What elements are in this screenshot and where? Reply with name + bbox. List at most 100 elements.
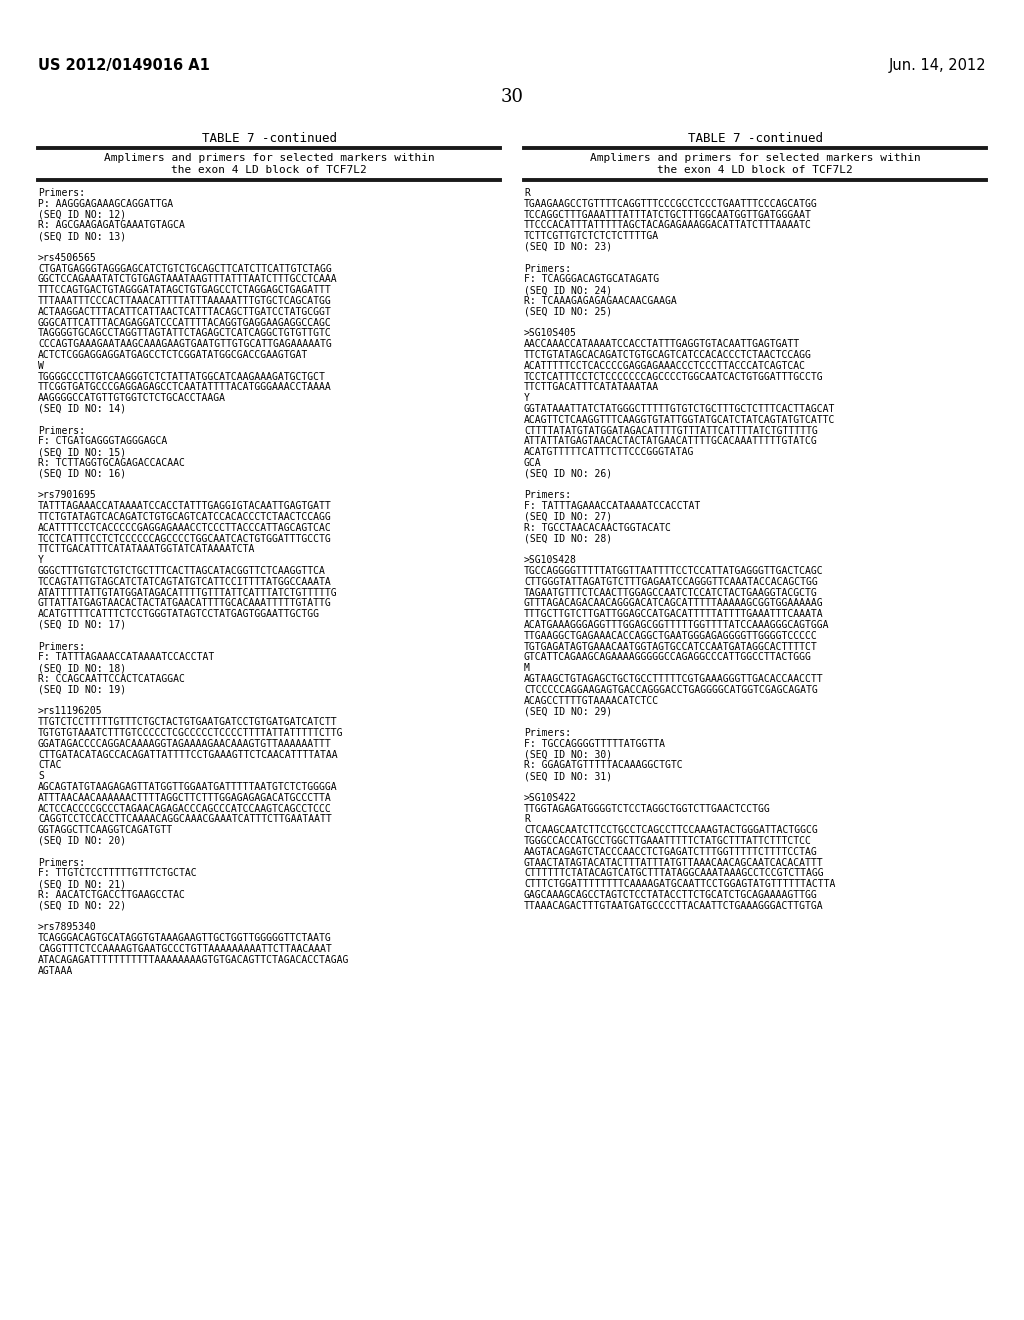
Text: GGGCTTTGTGTCTGTCTGCTTTCACTTAGCATACGGTTCTCAAGGTTCA: GGGCTTTGTGTCTGTCTGCTTTCACTTAGCATACGGTTCT…	[38, 566, 326, 576]
Text: CTTTCTGGATTTTTTTTCAAAAGATGCAATTCCTGGAGTATGTTTTTTACTTA: CTTTCTGGATTTTTTTTCAAAAGATGCAATTCCTGGAGTA…	[524, 879, 836, 890]
Text: TGTGTGTAAATCTTTGTCCCCCTCGCCCCCTCCCCTTTTATTATTTTTCTTG: TGTGTGTAAATCTTTGTCCCCCTCGCCCCCTCCCCTTTTA…	[38, 729, 343, 738]
Text: TGTGAGATAGTGAAACAATGGTAGTGCCATCCAATGATAGGCACTTTTCT: TGTGAGATAGTGAAACAATGGTAGTGCCATCCAATGATAG…	[524, 642, 818, 652]
Text: R: TGCCTAACACAACTGGTACATC: R: TGCCTAACACAACTGGTACATC	[524, 523, 671, 533]
Text: GTTATTATGAGTAACACTACTATGAACATTTTGCACAAATTTTTGTATTG: GTTATTATGAGTAACACTACTATGAACATTTTGCACAAAT…	[38, 598, 332, 609]
Text: R: TCTTAGGTGCAGAGACCACAAC: R: TCTTAGGTGCAGAGACCACAAC	[38, 458, 185, 469]
Text: R: AGCGAAGAGATGAAATGTAGCA: R: AGCGAAGAGATGAAATGTAGCA	[38, 220, 185, 231]
Text: (SEQ ID NO: 14): (SEQ ID NO: 14)	[38, 404, 126, 414]
Text: (SEQ ID NO: 24): (SEQ ID NO: 24)	[524, 285, 612, 296]
Text: TTCTGTATAGCACAGATCTGTGCAGTCATCCACACCCTCTAACTCCAGG: TTCTGTATAGCACAGATCTGTGCAGTCATCCACACCCTCT…	[524, 350, 812, 360]
Text: TGGGGCCCTTGTCAAGGGTCTCTATTATGGCATCAAGAAAGATGCTGCT: TGGGGCCCTTGTCAAGGGTCTCTATTATGGCATCAAGAAA…	[38, 372, 326, 381]
Text: TTCCCACATTTATTTTTAGCTACAGAGAAAGGACATTATCTTTAAAATC: TTCCCACATTTATTTTTAGCTACAGAGAAAGGACATTATC…	[524, 220, 812, 231]
Text: >SG10S405: >SG10S405	[524, 329, 577, 338]
Text: (SEQ ID NO: 28): (SEQ ID NO: 28)	[524, 533, 612, 544]
Text: Primers:: Primers:	[524, 491, 571, 500]
Text: (SEQ ID NO: 21): (SEQ ID NO: 21)	[38, 879, 126, 890]
Text: TATTTAGAAACCATAAAATCCACCTATTTGAGGIGTACAATTGAGTGATT: TATTTAGAAACCATAAAATCCACCTATTTGAGGIGTACAA…	[38, 502, 332, 511]
Text: TAGAATGTTTCTCAACTTGGAGCCAATCTCCATCTACTGAAGGTACGCTG: TAGAATGTTTCTCAACTTGGAGCCAATCTCCATCTACTGA…	[524, 587, 818, 598]
Text: Primers:: Primers:	[38, 187, 85, 198]
Text: (SEQ ID NO: 20): (SEQ ID NO: 20)	[38, 836, 126, 846]
Text: >rs7901695: >rs7901695	[38, 491, 96, 500]
Text: TTTCCAGTGACTGTAGGGATATAGCTGTGAGCCTCTAGGAGCTGAGATTT: TTTCCAGTGACTGTAGGGATATAGCTGTGAGCCTCTAGGA…	[38, 285, 332, 296]
Text: ATACAGAGATTTTTTTTTTTAAAAAAAAGTGTGACAGTTCTAGACACCTAGAG: ATACAGAGATTTTTTTTTTTAAAAAAAAGTGTGACAGTTC…	[38, 954, 349, 965]
Text: F: CTGATGAGGGTAGGGAGCA: F: CTGATGAGGGTAGGGAGCA	[38, 437, 167, 446]
Text: GGGCATTCATTTACAGAGGATCCCATTTTACAGGTGAGGAAGAGGCCAGC: GGGCATTCATTTACAGAGGATCCCATTTTACAGGTGAGGA…	[38, 318, 332, 327]
Text: F: TTGTCTCCTTTTTGTTTCTGCTAC: F: TTGTCTCCTTTTTGTTTCTGCTAC	[38, 869, 197, 878]
Text: M: M	[524, 663, 529, 673]
Text: ACATTTTTCCTCACCCCGAGGAGAAACCCTCCCTTACCCATCAGTCAC: ACATTTTTCCTCACCCCGAGGAGAAACCCTCCCTTACCCA…	[524, 360, 806, 371]
Text: R: R	[524, 187, 529, 198]
Text: GGTATAAATTATCTATGGGCTTTTTGTGTCTGCTTTGCTCTTTCACTTAGCAT: GGTATAAATTATCTATGGGCTTTTTGTGTCTGCTTTGCTC…	[524, 404, 836, 414]
Text: F: TCAGGGACAGTGCATAGATG: F: TCAGGGACAGTGCATAGATG	[524, 275, 659, 284]
Text: (SEQ ID NO: 23): (SEQ ID NO: 23)	[524, 242, 612, 252]
Text: US 2012/0149016 A1: US 2012/0149016 A1	[38, 58, 210, 73]
Text: the exon 4 LD block of TCF7L2: the exon 4 LD block of TCF7L2	[657, 165, 853, 176]
Text: (SEQ ID NO: 30): (SEQ ID NO: 30)	[524, 750, 612, 759]
Text: TTCTTGACATTTCATATAAATAA: TTCTTGACATTTCATATAAATAA	[524, 383, 659, 392]
Text: CTCAAGCAATCTTCCTGCCTCAGCCTTCCAAAGTACTGGGATTACTGGCG: CTCAAGCAATCTTCCTGCCTCAGCCTTCCAAAGTACTGGG…	[524, 825, 818, 836]
Text: (SEQ ID NO: 25): (SEQ ID NO: 25)	[524, 306, 612, 317]
Text: (SEQ ID NO: 12): (SEQ ID NO: 12)	[38, 210, 126, 219]
Text: TTTAAATTTCCCACTTAAACATTTTATTTAAAAATTTGTGCTCAGCATGG: TTTAAATTTCCCACTTAAACATTTTATTTAAAAATTTGTG…	[38, 296, 332, 306]
Text: CCCAGTGAAAGAATAAGCAAAGAAGTGAATGTTGTGCATTGAGAAAAATG: CCCAGTGAAAGAATAAGCAAAGAAGTGAATGTTGTGCATT…	[38, 339, 332, 350]
Text: (SEQ ID NO: 29): (SEQ ID NO: 29)	[524, 706, 612, 717]
Text: GTCATTCAGAAGCAGAAAAGGGGGCCAGAGGCCCATTGGCCTTACTGGG: GTCATTCAGAAGCAGAAAAGGGGGCCAGAGGCCCATTGGC…	[524, 652, 812, 663]
Text: R: AACATCTGACCTTGAAGCCTAC: R: AACATCTGACCTTGAAGCCTAC	[38, 890, 185, 900]
Text: TTGGTAGAGATGGGGTCTCCTAGGCTGGTCTTGAACTCCTGG: TTGGTAGAGATGGGGTCTCCTAGGCTGGTCTTGAACTCCT…	[524, 804, 771, 813]
Text: GAGCAAAGCAGCCTAGTCTCCTATACCTTCTGCATCTGCAGAAAAGTTGG: GAGCAAAGCAGCCTAGTCTCCTATACCTTCTGCATCTGCA…	[524, 890, 818, 900]
Text: ACATTTTCCTCACCCCCGAGGAGAAACCTCCCTTACCCATTAGCAGTCAC: ACATTTTCCTCACCCCCGAGGAGAAACCTCCCTTACCCAT…	[38, 523, 332, 533]
Text: AACCAAACCATAAAATCCACCTATTTGAGGTGTACAATTGAGTGATT: AACCAAACCATAAAATCCACCTATTTGAGGTGTACAATTG…	[524, 339, 800, 350]
Text: (SEQ ID NO: 17): (SEQ ID NO: 17)	[38, 620, 126, 630]
Text: (SEQ ID NO: 13): (SEQ ID NO: 13)	[38, 231, 126, 242]
Text: ACATGTTTTTCATTTCTTCCCGGGTATAG: ACATGTTTTTCATTTCTTCCCGGGTATAG	[524, 447, 694, 457]
Text: >SG10S422: >SG10S422	[524, 793, 577, 803]
Text: AGTAAA: AGTAAA	[38, 966, 74, 975]
Text: CTCCCCCAGGAAGAGTGACCAGGGACCTGAGGGGCATGGTCGAGCAGATG: CTCCCCCAGGAAGAGTGACCAGGGACCTGAGGGGCATGGT…	[524, 685, 818, 694]
Text: ACTCCACCCCGCCCTAGAACAGAGACCCAGCCCATCCAAGTCAGCCTCCC: ACTCCACCCCGCCCTAGAACAGAGACCCAGCCCATCCAAG…	[38, 804, 332, 813]
Text: Jun. 14, 2012: Jun. 14, 2012	[889, 58, 986, 73]
Text: F: TATTTAGAAACCATAAAATCCACCTAT: F: TATTTAGAAACCATAAAATCCACCTAT	[38, 652, 214, 663]
Text: TGCCAGGGGTTTTTATGGTTAATTTTCCTCCATTATGAGGGTTGACTCAGC: TGCCAGGGGTTTTTATGGTTAATTTTCCTCCATTATGAGG…	[524, 566, 823, 576]
Text: TCCAGGCTTTGAAATTTATTTATCTGCTTTGGCAATGGTTGATGGGAAT: TCCAGGCTTTGAAATTTATTTATCTGCTTTGGCAATGGTT…	[524, 210, 812, 219]
Text: TTCTTGACATTTCATATAAATGGTATCATAAAATCTA: TTCTTGACATTTCATATAAATGGTATCATAAAATCTA	[38, 544, 255, 554]
Text: CTTTTTTCTATACAGTCATGCTTTATAGGCAAATAAAGCCTCCGTCTTAGG: CTTTTTTCTATACAGTCATGCTTTATAGGCAAATAAAGCC…	[524, 869, 823, 878]
Text: ATATTTTTATTGTATGGATAGACATTTTGTTTATTCATTTATCTGTTTTTG: ATATTTTTATTGTATGGATAGACATTTTGTTTATTCATTT…	[38, 587, 338, 598]
Text: GTAACTATAGTACATACTTTATTTATGTTAAACAACAGCAATCACACATTT: GTAACTATAGTACATACTTTATTTATGTTAAACAACAGCA…	[524, 858, 823, 867]
Text: >rs7895340: >rs7895340	[38, 923, 96, 932]
Text: ACAGCCTTTTGTAAAACATCTCC: ACAGCCTTTTGTAAAACATCTCC	[524, 696, 659, 706]
Text: TCCAGTATTGTAGCATCTATCAGTATGTCATTCCITTTTATGGCCAAATA: TCCAGTATTGTAGCATCTATCAGTATGTCATTCCITTTTA…	[38, 577, 332, 587]
Text: AAGGGGCCATGTTGTGGTCTCTGCACCTAAGA: AAGGGGCCATGTTGTGGTCTCTGCACCTAAGA	[38, 393, 226, 403]
Text: the exon 4 LD block of TCF7L2: the exon 4 LD block of TCF7L2	[171, 165, 367, 176]
Text: >rs4506565: >rs4506565	[38, 253, 96, 263]
Text: AGCAGTATGTAAGAGAGTTATGGTTGGAATGATTTTTAATGTCTCTGGGGA: AGCAGTATGTAAGAGAGTTATGGTTGGAATGATTTTTAAT…	[38, 781, 338, 792]
Text: (SEQ ID NO: 16): (SEQ ID NO: 16)	[38, 469, 126, 479]
Text: GCA: GCA	[524, 458, 542, 469]
Text: TTGAAGGCTGAGAAACACCAGGCTGAATGGGAGAGGGGTTGGGGTCCCCC: TTGAAGGCTGAGAAACACCAGGCTGAATGGGAGAGGGGTT…	[524, 631, 818, 640]
Text: TABLE 7 -continued: TABLE 7 -continued	[687, 132, 822, 145]
Text: TTCGGTGATGCCCGAGGAGAGCCTCAATATTTTACATGGGAAACCTAAAA: TTCGGTGATGCCCGAGGAGAGCCTCAATATTTTACATGGG…	[38, 383, 332, 392]
Text: TCCTCATTTCCTCTCCCCCCCAGCCCCTGGCAATCACTGTGGATTTGCCTG: TCCTCATTTCCTCTCCCCCCCAGCCCCTGGCAATCACTGT…	[524, 372, 823, 381]
Text: ACTAAGGACTTTACATTCATTAACTCATTTACAGCTTGATCCTATGCGGT: ACTAAGGACTTTACATTCATTAACTCATTTACAGCTTGAT…	[38, 306, 332, 317]
Text: (SEQ ID NO: 26): (SEQ ID NO: 26)	[524, 469, 612, 479]
Text: ACAGTTCTCAAGGTTTCAAGGTGTATTGGTATGCATCTATCAGTATGTCATTC: ACAGTTCTCAAGGTTTCAAGGTGTATTGGTATGCATCTAT…	[524, 414, 836, 425]
Text: CTTGATACATAGCCACAGATTATTTTCCTGAAAGTTCTCAACATTTTATAA: CTTGATACATAGCCACAGATTATTTTCCTGAAAGTTCTCA…	[38, 750, 338, 759]
Text: Primers:: Primers:	[524, 264, 571, 273]
Text: TTCTGTATAGTCACAGATCTGTGCAGTCATCCACACCCTCTAACTCCAGG: TTCTGTATAGTCACAGATCTGTGCAGTCATCCACACCCTC…	[38, 512, 332, 521]
Text: TAGGGGTGCAGCCTAGGTTAGTATTCTAGAGCTCATCAGGCTGTGTTGTC: TAGGGGTGCAGCCTAGGTTAGTATTCTAGAGCTCATCAGG…	[38, 329, 332, 338]
Text: (SEQ ID NO: 19): (SEQ ID NO: 19)	[38, 685, 126, 694]
Text: R: GGAGATGTTTTTACAAAGGCTGTC: R: GGAGATGTTTTTACAAAGGCTGTC	[524, 760, 683, 771]
Text: ATTATTATGAGTAACACTACTATGAACATTTTGCACAAATTTTTGTATCG: ATTATTATGAGTAACACTACTATGAACATTTTGCACAAAT…	[524, 437, 818, 446]
Text: F: TGCCAGGGGTTTTTATGGTTA: F: TGCCAGGGGTTTTTATGGTTA	[524, 739, 665, 748]
Text: CTAC: CTAC	[38, 760, 61, 771]
Text: TTGTCTCCTTTTTGTTTCTGCTACTGTGAATGATCCTGTGATGATCATCTT: TTGTCTCCTTTTTGTTTCTGCTACTGTGAATGATCCTGTG…	[38, 717, 338, 727]
Text: Amplimers and primers for selected markers within: Amplimers and primers for selected marke…	[103, 153, 434, 162]
Text: (SEQ ID NO: 31): (SEQ ID NO: 31)	[524, 771, 612, 781]
Text: S: S	[38, 771, 44, 781]
Text: (SEQ ID NO: 22): (SEQ ID NO: 22)	[38, 900, 126, 911]
Text: ACATGAAAGGGAGGTTTGGAGCGGTTTTTGGTTTTATCCAAAGGGCAGTGGA: ACATGAAAGGGAGGTTTGGAGCGGTTTTTGGTTTTATCCA…	[524, 620, 829, 630]
Text: W: W	[38, 360, 44, 371]
Text: Y: Y	[38, 556, 44, 565]
Text: 30: 30	[501, 88, 523, 106]
Text: >SG10S428: >SG10S428	[524, 556, 577, 565]
Text: TCCTCATTTCCTCTCCCCCCAGCCCCTGGCAATCACTGTGGATTTGCCTG: TCCTCATTTCCTCTCCCCCCAGCCCCTGGCAATCACTGTG…	[38, 533, 332, 544]
